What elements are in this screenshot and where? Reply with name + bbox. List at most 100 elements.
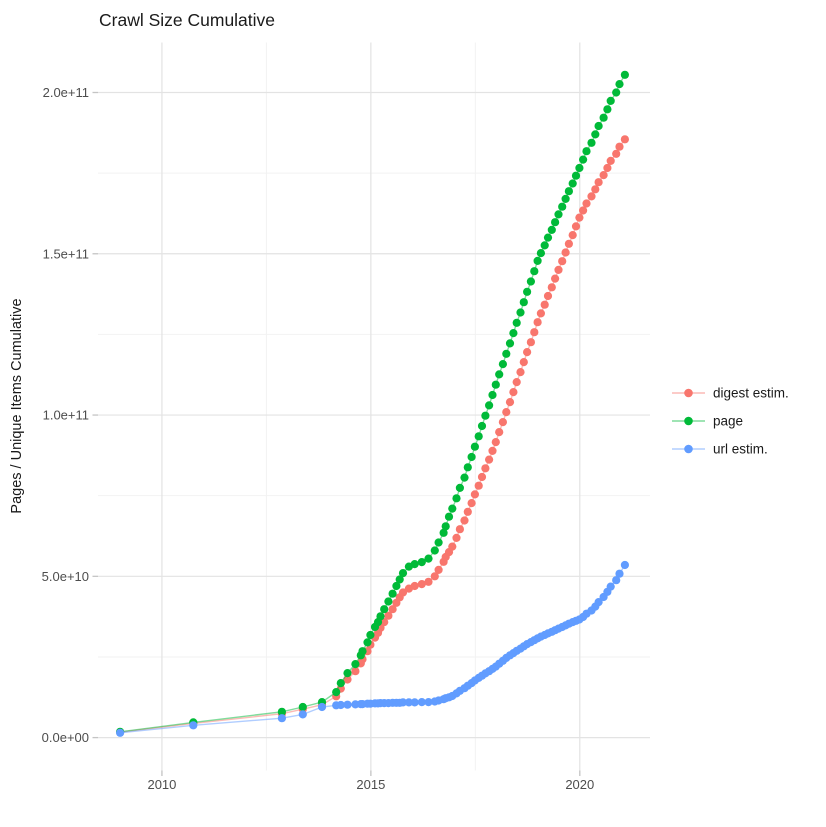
data-point	[343, 675, 352, 684]
data-point	[615, 142, 624, 151]
data-point	[336, 700, 345, 710]
data-point	[591, 130, 600, 139]
data-point	[561, 194, 570, 203]
data-point	[620, 135, 630, 144]
data-point	[568, 231, 577, 240]
data-point	[536, 309, 546, 318]
data-point	[571, 171, 581, 180]
data-point	[467, 452, 476, 462]
data-point	[398, 698, 408, 707]
data-point	[470, 442, 479, 451]
data-point	[116, 728, 125, 737]
data-point	[474, 481, 483, 490]
legend: digest estim. page url estim.	[672, 386, 789, 457]
data-point	[417, 698, 426, 707]
data-point	[512, 378, 521, 387]
data-point	[439, 528, 448, 537]
data-point	[488, 390, 497, 400]
data-point	[603, 105, 612, 114]
data-point	[536, 249, 546, 258]
data-point	[410, 581, 419, 591]
data-point	[530, 328, 539, 337]
data-point	[502, 408, 511, 417]
data-point	[554, 210, 563, 219]
data-point	[495, 428, 504, 437]
data-point	[384, 597, 393, 606]
x-tick-label: 2015	[356, 777, 385, 792]
data-point	[564, 239, 574, 248]
data-point	[579, 206, 588, 215]
data-point	[417, 580, 426, 589]
data-point	[498, 360, 507, 369]
legend-label: url estim.	[713, 442, 768, 457]
series-digest-estim	[116, 135, 630, 737]
data-point	[591, 185, 600, 194]
data-point	[523, 287, 532, 296]
data-point	[455, 483, 464, 492]
data-point	[452, 533, 461, 543]
data-point	[554, 265, 563, 274]
data-point	[398, 569, 408, 578]
chart-title: Crawl Size Cumulative	[99, 10, 275, 30]
data-point	[575, 163, 584, 173]
data-point	[474, 432, 483, 441]
data-point	[526, 338, 536, 347]
data-point	[495, 370, 504, 379]
data-point	[491, 438, 500, 447]
data-point	[398, 588, 408, 597]
data-point	[612, 88, 621, 97]
data-point	[392, 581, 401, 591]
data-point	[388, 605, 397, 614]
data-point	[615, 569, 624, 578]
data-point	[434, 565, 443, 575]
data-point	[620, 70, 630, 79]
data-point	[343, 669, 352, 678]
data-point	[424, 577, 433, 586]
data-point	[498, 418, 507, 427]
legend-item-url-estim: url estim.	[672, 442, 768, 457]
data-point	[582, 199, 591, 208]
data-point	[424, 554, 433, 563]
data-point	[594, 121, 603, 131]
legend-key-point	[684, 416, 693, 426]
data-point	[448, 542, 457, 551]
data-point	[485, 401, 494, 410]
y-axis-title: Pages / Unique Items Cumulative	[9, 298, 25, 513]
data-point	[455, 525, 464, 534]
data-point	[547, 225, 556, 234]
data-point	[485, 455, 494, 464]
axis-tick-marks	[92, 91, 581, 776]
data-point	[467, 499, 476, 508]
data-point	[571, 222, 581, 231]
data-point	[561, 248, 570, 257]
data-point	[189, 721, 198, 730]
data-point	[612, 576, 621, 585]
data-point	[543, 291, 553, 301]
data-point	[380, 605, 389, 614]
legend-item-page: page	[672, 414, 743, 429]
data-point	[533, 256, 542, 265]
data-point	[463, 507, 472, 516]
data-point	[417, 558, 426, 567]
data-point	[317, 702, 327, 712]
data-point	[410, 698, 419, 707]
data-point	[460, 473, 469, 482]
data-point	[363, 638, 372, 647]
data-point	[430, 546, 439, 555]
data-point	[615, 80, 624, 89]
data-point	[551, 218, 560, 227]
data-point	[620, 560, 630, 570]
data-point	[540, 241, 549, 250]
y-tick-label: 5.0e+10	[42, 569, 89, 584]
series-page	[116, 70, 630, 736]
data-point	[540, 300, 549, 309]
x-axis-tick-labels: 2010 2015 2020	[147, 777, 594, 792]
data-point	[568, 179, 577, 188]
data-point	[558, 202, 567, 211]
legend-label: digest estim.	[713, 386, 789, 401]
data-point	[460, 516, 469, 525]
data-point	[404, 698, 413, 707]
data-point	[488, 446, 497, 455]
data-point	[547, 283, 556, 292]
